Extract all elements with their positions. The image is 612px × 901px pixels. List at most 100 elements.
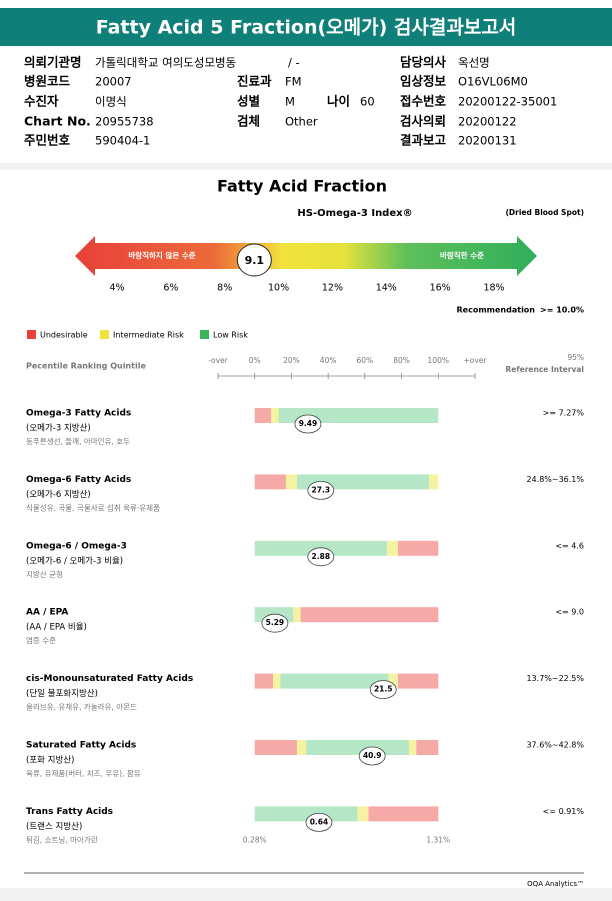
- range-segment: [254, 806, 358, 822]
- range-segment: [296, 740, 307, 755]
- value-label: 27.3: [312, 485, 331, 494]
- row-name: Trans Fatty Acids: [26, 807, 113, 817]
- legend-label: Undesirable: [40, 331, 88, 340]
- row-foods: 튀김, 쇼트닝, 마아가린: [26, 834, 98, 844]
- legend-swatch: [200, 330, 209, 339]
- footer-brand: OQA Analytics™: [527, 880, 584, 888]
- index-tick-label: 4%: [109, 283, 124, 294]
- range-segment: [254, 740, 297, 755]
- value-label: 9.49: [299, 419, 318, 428]
- recommendation-label: Recommendation: [457, 306, 536, 315]
- reference-header: Reference Interval: [505, 365, 584, 374]
- field-value: 20200122-35001: [458, 95, 557, 109]
- index-marker: [236, 243, 272, 277]
- index-arrow: [75, 236, 537, 276]
- value-marker: [261, 613, 289, 633]
- index-tick-label: 14%: [376, 283, 397, 294]
- range-segment: [357, 806, 369, 822]
- quintile-tick-label: 20%: [283, 356, 300, 365]
- field-value: 20200131: [458, 134, 517, 148]
- index-tick-label: 6%: [163, 283, 178, 294]
- row-foods: 염증 수준: [26, 636, 56, 645]
- range-segment: [429, 474, 439, 490]
- index-value: 9.1: [245, 254, 265, 267]
- row-name: Omega-6 / Omega-3: [26, 541, 127, 551]
- row-foods: 지방산 균형: [26, 569, 63, 579]
- legend-label: Low Risk: [213, 331, 248, 340]
- value-marker: [369, 680, 397, 699]
- quintile-tick-label: 40%: [320, 356, 337, 365]
- value-label: 21.5: [374, 685, 393, 694]
- index-tick-label: 16%: [430, 283, 451, 294]
- legend-label: Intermediate Risk: [113, 331, 184, 340]
- range-segment: [254, 474, 286, 490]
- range-segment: [273, 673, 281, 689]
- row-reference: <= 0.91%: [543, 807, 585, 816]
- result-panel: [0, 170, 612, 888]
- value-label: 5.29: [266, 618, 285, 627]
- quintile-tick-label: 0%: [249, 356, 261, 365]
- value-label: 40.9: [363, 751, 382, 760]
- quintile-tick-label: +over: [463, 356, 487, 365]
- legend-swatch: [100, 330, 109, 339]
- row-korean: (단일 불포화지방산): [26, 688, 98, 699]
- value-marker: [307, 547, 335, 567]
- field-value: 옥선명: [458, 56, 490, 70]
- range-segment: [408, 740, 417, 755]
- value-marker: [305, 813, 333, 832]
- quintile-tick-label: 80%: [393, 356, 410, 365]
- row-korean: (AA / EPA 비율): [26, 623, 87, 633]
- index-tick-label: 18%: [483, 283, 504, 294]
- index-title: HS-Omega-3 Index®: [297, 208, 412, 219]
- row-reference: >= 7.27%: [543, 409, 585, 418]
- title-bar: [0, 8, 612, 46]
- section-title: Fatty Acid Fraction: [217, 177, 387, 196]
- row-korean: (오메가-6 / 오메가-3 비율): [26, 556, 123, 566]
- value-marker: [294, 414, 322, 434]
- row-reference: <= 4.6: [555, 541, 584, 550]
- field-value: 20007: [95, 75, 132, 89]
- index-tick-label: 10%: [268, 283, 289, 294]
- field-value: / -: [288, 56, 300, 70]
- field-label: 접수번호: [400, 94, 447, 109]
- index-tick-label: 12%: [322, 283, 343, 294]
- good-label: 바람직한 수준: [440, 250, 484, 260]
- row-name: cis-Monounsaturated Fatty Acids: [26, 674, 193, 684]
- field-value: M: [285, 95, 295, 109]
- field-value: 20200122: [458, 115, 517, 129]
- value-label: 0.64: [310, 817, 329, 826]
- range-segment: [280, 673, 389, 689]
- field-label: 수진자: [24, 94, 59, 109]
- field-label: 임상정보: [400, 74, 447, 89]
- row-foods: 등푸른생선, 들깨, 아마인유, 호두: [26, 436, 130, 446]
- sample-type: (Dried Blood Spot): [506, 208, 585, 217]
- range-segment: [388, 673, 398, 689]
- range-segment: [397, 673, 439, 689]
- scale-label: 1.31%: [426, 835, 450, 844]
- reference-header: 95%: [567, 353, 584, 362]
- field-label: 진료과: [237, 74, 272, 89]
- value-marker: [307, 480, 335, 500]
- row-reference: 24.8%~36.1%: [526, 475, 584, 484]
- range-segment: [271, 408, 279, 423]
- range-segment: [386, 540, 398, 556]
- quintile-tick-label: -over: [208, 356, 228, 365]
- field-label: 의뢰기관명: [24, 55, 82, 70]
- field-label: 나이: [327, 94, 350, 109]
- field-label: 담당의사: [400, 55, 447, 70]
- quintile-tick-label: 100%: [428, 356, 449, 365]
- field-value: 가톨릭대학교 여의도성모병동: [95, 56, 236, 70]
- bad-label: 바람직하지 않은 수준: [128, 250, 195, 260]
- legend-swatch: [27, 330, 36, 339]
- field-value: 이명식: [95, 95, 127, 109]
- value-label: 2.88: [312, 552, 331, 561]
- field-label: Chart No.: [24, 114, 91, 129]
- row-name: AA / EPA: [26, 608, 68, 618]
- row-name: Omega-6 Fatty Acids: [26, 475, 131, 485]
- row-foods: 식물성유, 곡물, 곡물사료 섭취 육류·유제품: [26, 502, 160, 512]
- field-label: 검체: [237, 114, 260, 129]
- row-korean: (포화 지방산): [26, 755, 74, 766]
- field-value: O16VL06M0: [458, 75, 528, 89]
